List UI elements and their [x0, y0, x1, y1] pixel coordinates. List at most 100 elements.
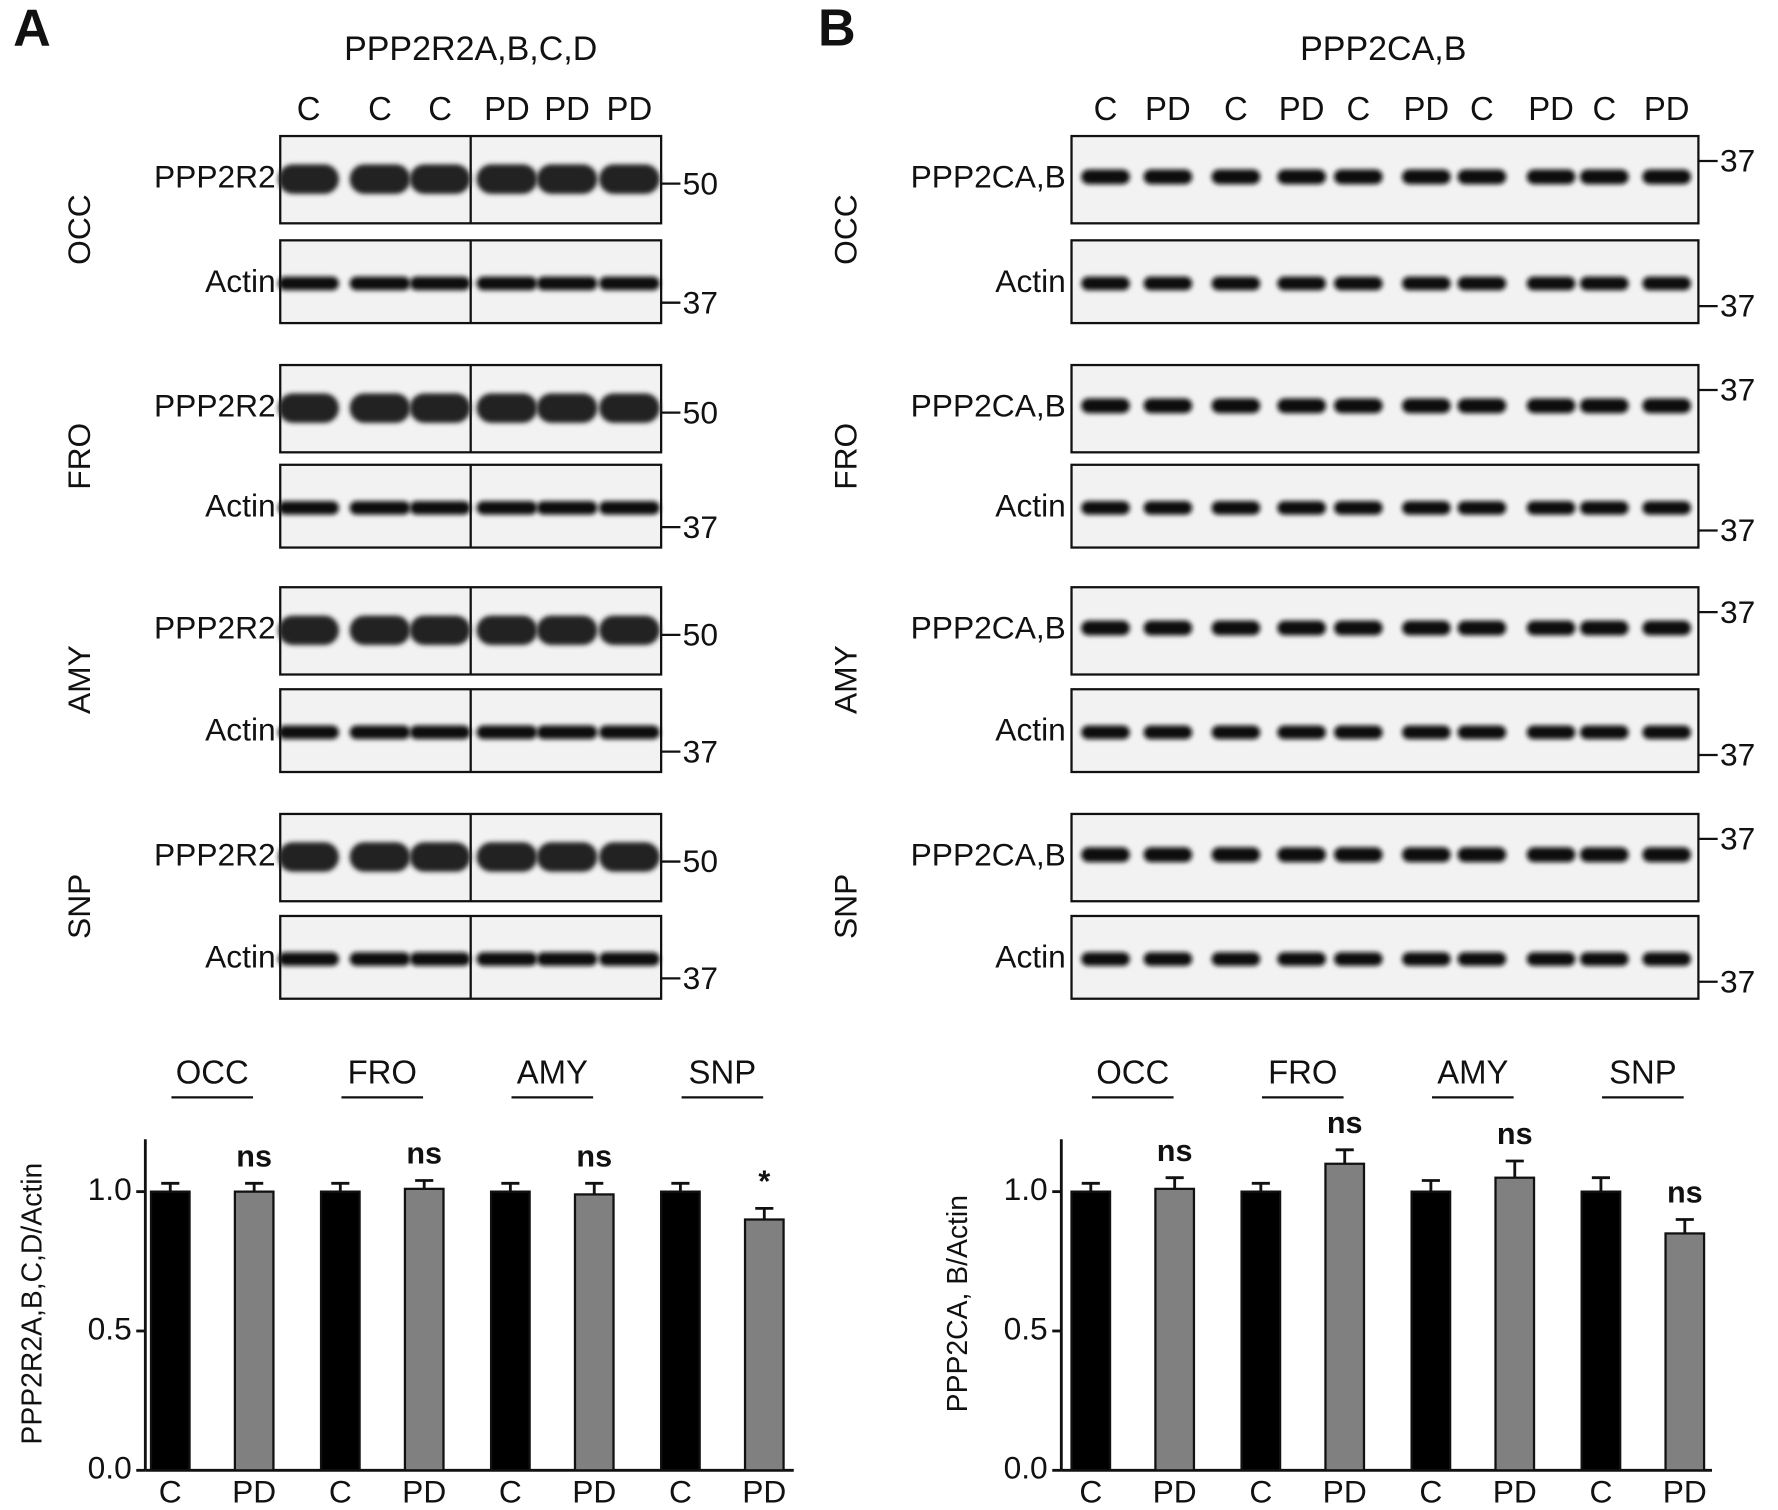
control-label: Actin	[995, 487, 1066, 523]
band	[476, 615, 538, 646]
group-label: SNP	[1609, 1053, 1677, 1090]
band	[536, 164, 598, 194]
x-tick-label: C	[159, 1474, 182, 1510]
y-tick-label: 0.0	[88, 1450, 132, 1486]
band	[476, 842, 538, 872]
region-label: FRO	[61, 423, 97, 490]
region-label: OCC	[828, 194, 864, 265]
band	[349, 842, 411, 872]
marker-label: 37	[683, 960, 718, 996]
band	[1143, 276, 1193, 291]
band	[1277, 169, 1326, 185]
bar	[1324, 1162, 1366, 1472]
band	[1211, 276, 1261, 291]
band	[1457, 276, 1507, 291]
marker-label: 37	[1720, 821, 1755, 857]
band	[278, 393, 339, 423]
band	[349, 501, 411, 515]
annotation: ns	[1667, 1176, 1703, 1210]
lane-label: C	[1470, 90, 1494, 127]
band	[476, 725, 538, 740]
band	[536, 393, 598, 423]
band	[1580, 276, 1629, 291]
band	[278, 615, 339, 646]
band	[476, 276, 538, 291]
band	[1081, 952, 1130, 966]
band	[278, 952, 339, 966]
error-bar	[1251, 1181, 1270, 1192]
region-label: AMY	[828, 645, 864, 714]
control-label: Actin	[205, 487, 276, 523]
band	[599, 952, 660, 966]
error-bar	[501, 1181, 520, 1192]
bar	[573, 1193, 615, 1472]
y-tick-label: 0.0	[1004, 1450, 1048, 1486]
bar	[1664, 1232, 1706, 1472]
x-tick-label: PD	[232, 1474, 276, 1510]
band	[409, 276, 471, 291]
control-label: Actin	[995, 938, 1066, 974]
band	[1580, 620, 1629, 636]
band	[1642, 620, 1691, 636]
band	[1334, 169, 1383, 185]
band	[1457, 620, 1507, 636]
band	[1457, 169, 1507, 185]
x-tick-label: PD	[1493, 1474, 1537, 1510]
blot-title: PPP2CA,B	[1300, 30, 1466, 68]
lane-label: PD	[1404, 90, 1450, 127]
bar	[743, 1218, 785, 1472]
lane-label: C	[1094, 90, 1118, 127]
band	[1457, 398, 1507, 414]
band	[1402, 620, 1451, 636]
group-label: AMY	[1437, 1053, 1508, 1090]
band	[1277, 398, 1326, 414]
band	[349, 615, 411, 646]
marker-label: 37	[1720, 737, 1755, 773]
band	[1580, 398, 1629, 414]
lane-label: PD	[607, 90, 653, 127]
annotation: ns	[406, 1137, 442, 1171]
error-bar	[671, 1181, 690, 1192]
band	[1642, 276, 1691, 291]
region-label: SNP	[61, 874, 97, 939]
annotation: ns	[1327, 1106, 1363, 1140]
bar	[660, 1190, 701, 1472]
marker-label: 50	[683, 165, 718, 201]
error-bar	[1591, 1176, 1610, 1192]
band	[1143, 398, 1193, 414]
band	[349, 393, 411, 423]
band	[1580, 725, 1629, 740]
x-tick-label: C	[1079, 1474, 1102, 1510]
band	[1457, 725, 1507, 740]
control-label: Actin	[205, 263, 276, 299]
lane-label: C	[297, 90, 321, 127]
band	[1457, 847, 1507, 863]
band	[1526, 847, 1576, 863]
band	[1211, 169, 1261, 185]
y-axis-label: PPP2CA, B/Actin	[942, 1195, 974, 1412]
lane-label: C	[1346, 90, 1370, 127]
band	[536, 842, 598, 872]
bar	[1154, 1187, 1196, 1472]
band	[1457, 952, 1507, 966]
band	[1211, 620, 1261, 636]
band	[1402, 847, 1451, 863]
band	[599, 615, 660, 646]
control-label: Actin	[205, 712, 276, 748]
band	[476, 501, 538, 515]
panel-letter: B	[818, 0, 856, 58]
bar	[1580, 1190, 1622, 1472]
band	[1580, 169, 1629, 185]
band	[409, 952, 471, 966]
band	[1526, 276, 1576, 291]
band	[1211, 847, 1261, 863]
band	[409, 615, 471, 646]
lane-label: PD	[1644, 90, 1690, 127]
bar	[233, 1190, 275, 1472]
marker-label: 37	[1720, 963, 1755, 999]
marker-label: 37	[1720, 143, 1755, 179]
lane-label: C	[428, 90, 452, 127]
error-bar	[161, 1181, 180, 1192]
x-tick-label: C	[1249, 1474, 1272, 1510]
band	[599, 276, 660, 291]
